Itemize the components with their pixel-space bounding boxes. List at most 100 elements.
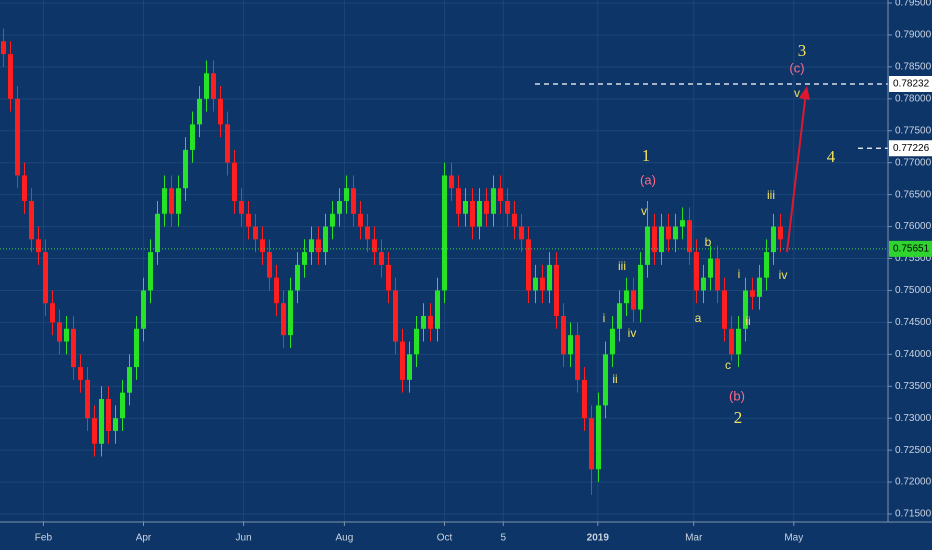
candle-body [483, 201, 489, 214]
candle-body [658, 226, 664, 253]
candle-body [518, 226, 524, 240]
candle-body [644, 226, 650, 265]
x-tick-label: Feb [35, 533, 53, 544]
candle-body [21, 175, 27, 202]
x-tick-label: Oct [437, 533, 453, 544]
candle-body [168, 188, 174, 214]
candle-body [336, 201, 342, 214]
y-tick-label: 0.78000 [895, 93, 932, 104]
candle-body [245, 213, 251, 227]
candle-body [133, 328, 139, 368]
candle-body [343, 188, 349, 202]
candle-body [189, 124, 195, 150]
wave-label: iv [779, 268, 788, 282]
y-tick-label: 0.74500 [895, 317, 932, 328]
last-price-tag [889, 240, 932, 257]
x-tick-label: Jun [236, 533, 252, 544]
wave-label: (b) [729, 388, 745, 403]
candle-body [553, 264, 559, 316]
candle-body [294, 264, 300, 291]
wave-label: iii [767, 188, 775, 202]
candle-body [672, 226, 678, 240]
candle-body [259, 239, 265, 253]
candle-body [609, 328, 615, 355]
price-tag-label: 0.78232 [893, 79, 930, 90]
price-tag [889, 75, 932, 92]
candle-body [399, 341, 405, 380]
candle-body [581, 379, 587, 419]
candle-body [147, 252, 153, 291]
candles [0, 28, 888, 495]
candle-body [679, 220, 685, 227]
candle-body [504, 201, 510, 214]
candle-body [217, 98, 223, 125]
candle-body [140, 290, 146, 329]
candle-body [406, 354, 412, 380]
candle-body [378, 252, 384, 265]
candle-body [371, 239, 377, 253]
candle-body [182, 149, 188, 189]
x-tick-label: 5 [501, 533, 507, 544]
wave-label: i [738, 267, 741, 281]
projection-arrow [786, 91, 807, 253]
wave-label: ii [745, 314, 750, 328]
candle-body [84, 379, 90, 419]
wave-label: iv [628, 326, 637, 340]
candle-body [364, 226, 370, 240]
candle-body [588, 418, 594, 470]
candle-body [385, 264, 391, 291]
candle-body [126, 367, 132, 393]
candle-body [273, 277, 279, 304]
y-tick-label: 0.73000 [895, 413, 932, 424]
x-tick-label: Mar [685, 533, 703, 544]
wave-label: a [695, 311, 702, 325]
y-tick-label: 0.79000 [895, 30, 932, 41]
annotations: 3 (c) v 4 1 (a) v iii i iv ii a b c (b) … [603, 41, 836, 427]
candle-body [7, 54, 13, 99]
candle-body [266, 252, 272, 278]
axes: 0.71500 0.72000 0.72500 0.73000 0.73500 0.740… [35, 0, 932, 544]
candle-body [651, 226, 657, 253]
candle-body [35, 239, 41, 253]
y-tick-label: 0.74000 [895, 349, 932, 360]
candle-body [63, 328, 69, 342]
candle-body [630, 290, 636, 310]
y-tick-label: 0.76000 [895, 221, 932, 232]
wave-label: 1 [642, 146, 651, 165]
candle-body [315, 239, 321, 253]
y-tick-label: 0.71500 [895, 509, 932, 520]
candle-body [434, 290, 440, 329]
candle-body [490, 188, 496, 214]
candle-body [413, 328, 419, 355]
candle-body [455, 188, 461, 214]
candle-body [469, 201, 475, 227]
candle-body [112, 418, 118, 431]
candle-body [462, 201, 468, 214]
y-tick-label: 0.73500 [895, 381, 932, 392]
candle-body [623, 290, 629, 304]
x-tick-label: Aug [335, 533, 353, 544]
y-tick-label: 0.72000 [895, 477, 932, 488]
wave-label: 3 [798, 41, 807, 60]
y-tick-label: 0.79500 [895, 0, 932, 9]
x-tick-label: Apr [136, 533, 152, 544]
candle-body [350, 188, 356, 214]
candle-body [98, 399, 104, 444]
arrow-head [799, 86, 810, 100]
candle-body [42, 252, 48, 304]
candle-body [686, 220, 692, 253]
y-tick-label: 0.77500 [895, 125, 932, 136]
candle-body [567, 335, 573, 355]
candle-body [210, 73, 216, 99]
candle-body [700, 277, 706, 291]
wave-label: 2 [734, 408, 743, 427]
candle-body [196, 98, 202, 125]
candle-body [224, 124, 230, 163]
candle-body [280, 303, 286, 336]
candle-body [231, 162, 237, 202]
candle-body [28, 201, 34, 240]
candle-body [105, 399, 111, 431]
wave-label: (c) [789, 60, 804, 75]
candle-body [56, 322, 62, 342]
